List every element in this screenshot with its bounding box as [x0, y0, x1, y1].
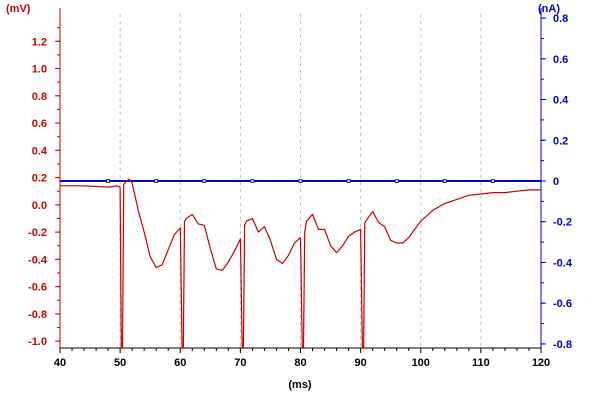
- x-tick-label: 100: [412, 357, 430, 369]
- y-right-tick-label: 0.6: [553, 54, 568, 66]
- current-series-marker: [202, 179, 207, 183]
- x-tick-label: 90: [355, 357, 367, 369]
- voltage-series-line: [60, 178, 541, 349]
- y-left-tick-label: -0.2: [28, 227, 47, 239]
- x-tick-label: 80: [294, 357, 306, 369]
- y-right-tick-label: 0.2: [553, 135, 568, 147]
- x-tick-label: 50: [114, 357, 126, 369]
- y-left-tick-label: 0.4: [32, 145, 48, 157]
- y-right-tick-label: -0.6: [553, 298, 572, 310]
- current-series-marker: [394, 179, 399, 183]
- y-right-tick-label: -0.2: [553, 217, 572, 229]
- y-left-tick-label: 0.8: [32, 91, 47, 103]
- x-axis-unit-label: (ms): [288, 379, 312, 391]
- tick-labels: 40 50 60 70 80 90 100 110 120 -1.0 -0.8 -0.6 -0.4 -0.…: [28, 13, 573, 369]
- y-right-tick-label: 0: [553, 176, 559, 188]
- axes: [55, 8, 546, 353]
- current-series-marker: [442, 179, 447, 183]
- current-series-marker: [298, 179, 303, 183]
- right-axis-unit-label: (nA): [538, 3, 560, 15]
- x-tick-label: 40: [54, 357, 66, 369]
- y-left-tick-label: 1.0: [32, 64, 47, 76]
- left-axis-unit-label: (mV): [6, 3, 31, 15]
- current-series-marker: [250, 179, 255, 183]
- series: [60, 178, 541, 349]
- x-tick-label: 60: [174, 357, 186, 369]
- y-right-tick-label: 0.8: [553, 13, 568, 25]
- current-series-marker: [490, 179, 495, 183]
- y-left-tick-label: -1.0: [28, 336, 47, 348]
- y-left-tick-label: -0.6: [28, 282, 47, 294]
- x-tick-label: 70: [234, 357, 246, 369]
- y-left-tick-label: -0.4: [28, 254, 48, 266]
- y-left-tick-label: 1.2: [32, 36, 47, 48]
- y-right-tick-label: -0.8: [553, 339, 572, 351]
- y-left-tick-label: 0.2: [32, 173, 47, 185]
- current-series-marker: [154, 179, 159, 183]
- y-right-tick-label: -0.4: [553, 257, 573, 269]
- current-series-marker: [106, 179, 110, 183]
- y-right-tick-label: 0.4: [553, 95, 569, 107]
- current-series-marker: [346, 179, 351, 183]
- x-tick-label: 110: [472, 357, 490, 369]
- x-tick-label: 120: [532, 357, 550, 369]
- y-left-tick-label: -0.8: [28, 309, 47, 321]
- y-left-tick-label: 0.6: [32, 118, 47, 130]
- y-left-tick-label: 0.0: [32, 200, 47, 212]
